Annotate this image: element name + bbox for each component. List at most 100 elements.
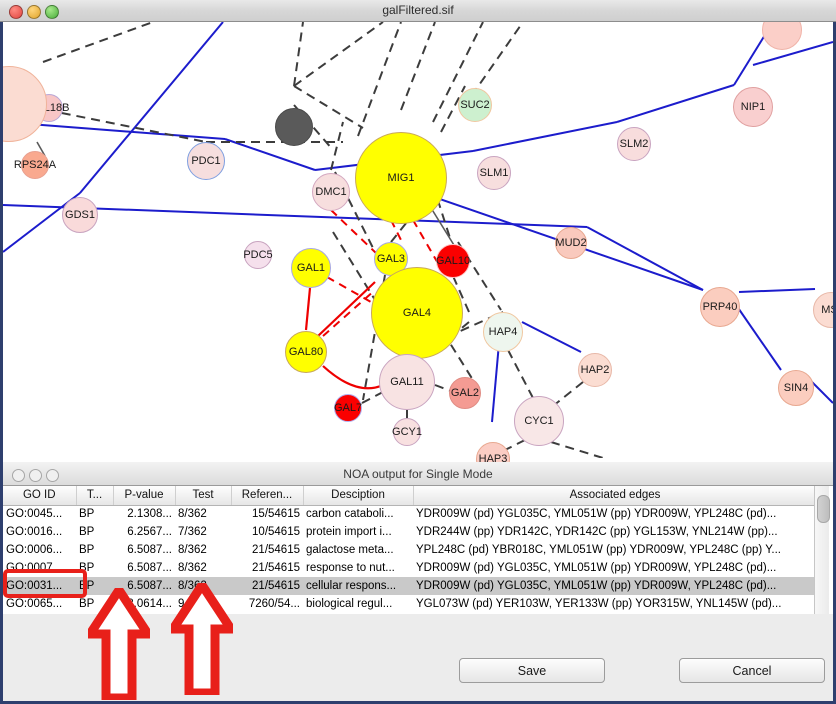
network-node-gray[interactable] <box>275 108 313 146</box>
network-node-sin4[interactable]: SIN4 <box>778 370 814 406</box>
noa-close-button[interactable] <box>12 469 25 482</box>
node-label: SIN4 <box>783 382 809 394</box>
table-row[interactable]: GO:0006... BP 6.5087... 8/362 21/54615 galact… <box>3 541 817 559</box>
network-node-gcy1[interactable]: GCY1 <box>392 418 422 446</box>
cell-edges: YFR034C (pd) YBR093C, YDR009W (pd) YGL03… <box>413 613 817 614</box>
cell-test: 8/362 <box>175 577 231 595</box>
column-header-reference[interactable]: Referen... <box>231 486 304 506</box>
table-row[interactable]: GO:0031...BP1.3324...12/362105/546...res… <box>3 613 817 614</box>
cell-description: cellular respons... <box>303 577 413 595</box>
network-node-gal7[interactable]: GAL7 <box>334 394 362 422</box>
cell-type: BP <box>76 577 113 595</box>
network-node-dmc1[interactable]: DMC1 <box>312 173 350 211</box>
column-header-p-value[interactable]: P-value <box>113 486 176 506</box>
cell-p-value: 6.5087... <box>113 577 175 595</box>
cell-test: 8/362 <box>178 562 207 574</box>
network-node-gal2[interactable]: GAL2 <box>449 377 481 409</box>
network-node-mud2[interactable]: MUD2 <box>555 227 587 259</box>
network-node-rps24a[interactable]: RPS24A <box>14 151 56 179</box>
column-header-description[interactable]: Desciption <box>303 486 414 506</box>
main-title-bar: galFiltered.sif <box>0 0 836 22</box>
save-button[interactable]: Save <box>459 658 605 683</box>
results-table-container[interactable]: GO ID T... P-value Test Referen... Desci… <box>3 486 833 614</box>
cell-type: BP <box>79 544 95 556</box>
noa-maximize-button[interactable] <box>46 469 59 482</box>
table-vertical-scrollbar[interactable] <box>814 486 830 614</box>
node-label: SLM1 <box>479 167 509 179</box>
column-header-test[interactable]: Test <box>175 486 232 506</box>
cancel-button[interactable]: Cancel <box>679 658 825 683</box>
node-label: GAL1 <box>296 262 326 274</box>
noa-title-bar: NOA output for Single Mode <box>3 462 833 486</box>
network-node-gal80[interactable]: GAL80 <box>285 331 327 373</box>
network-node-cyc1[interactable]: CYC1 <box>514 396 564 446</box>
cell-p-value: 2.1308... <box>127 508 172 521</box>
cell-p-value: 6.2567... <box>127 526 172 538</box>
network-node-slm1[interactable]: SLM1 <box>477 156 511 190</box>
cell-description: response to nut... <box>303 613 413 614</box>
node-label: DMC1 <box>315 186 347 198</box>
scrollbar-thumb[interactable] <box>817 495 830 523</box>
node-label: SLM2 <box>619 138 649 150</box>
node-label: HAP3 <box>478 453 508 462</box>
network-node-gal4[interactable]: GAL4 <box>371 267 463 359</box>
cell-description: biological regul... <box>306 598 393 610</box>
network-node-pdc1[interactable]: PDC1 <box>187 142 225 180</box>
noa-panel-title: NOA output for Single Mode <box>343 467 493 481</box>
column-header-associated-edges[interactable]: Associated edges <box>413 486 818 506</box>
cell-type: BP <box>79 526 95 538</box>
network-node-mig1[interactable]: MIG1 <box>355 132 447 224</box>
cell-go-id: GO:0016... <box>6 526 63 538</box>
node-label: GAL3 <box>376 253 406 265</box>
table-row[interactable]: GO:0045... BP 2.1308... 8/362 15/54615 carbon… <box>3 505 817 523</box>
network-node-hap2[interactable]: HAP2 <box>578 353 612 387</box>
column-header-go-id[interactable]: GO ID <box>3 486 77 506</box>
node-label: MUD2 <box>555 237 587 249</box>
network-node-gds1[interactable]: GDS1 <box>62 197 98 233</box>
cell-edges: YDR009W (pd) YGL035C, YML051W (pp) YDR00… <box>413 577 817 595</box>
cell-go-id: GO:0045... <box>6 508 63 521</box>
results-table: GO ID T... P-value Test Referen... Desci… <box>3 486 818 614</box>
cell-edges: YDR009W (pd) YGL035C, YML051W (pp) YDR00… <box>416 562 777 574</box>
network-node-suc2[interactable]: SUC2 <box>458 88 492 122</box>
node-label: GAL10 <box>435 255 471 267</box>
network-node-nip1[interactable]: NIP1 <box>733 87 773 127</box>
cell-edges: YPL248C (pd) YBR018C, YML051W (pp) YDR00… <box>416 544 782 556</box>
network-node-gal1[interactable]: GAL1 <box>291 248 331 288</box>
column-header-type[interactable]: T... <box>76 486 114 506</box>
table-row[interactable]: GO:0016... BP 6.2567... 7/362 10/54615 protei… <box>3 523 817 541</box>
close-button[interactable] <box>9 5 23 19</box>
window-title: galFiltered.sif <box>382 3 454 17</box>
cell-type: BP <box>76 613 113 614</box>
cell-description: carbon cataboli... <box>306 508 394 521</box>
table-row[interactable]: GO:0065... BP 8.0614... 94/362 7260/54... bio… <box>3 595 817 613</box>
noa-minimize-button[interactable] <box>29 469 42 482</box>
cell-p-value: 6.5087... <box>127 544 172 556</box>
table-row[interactable]: GO:0007... BP 6.5087... 8/362 21/54615 respon… <box>3 559 817 577</box>
network-node-hap4[interactable]: HAP4 <box>483 312 523 352</box>
network-node-slm2[interactable]: SLM2 <box>617 127 651 161</box>
cell-reference: 7260/54... <box>248 598 300 610</box>
node-label: GAL80 <box>288 346 324 358</box>
network-canvas[interactable]: RPL18B RPS24A GDS1 PDC1 PDC5 DMC1 MIG1 SUC2 SLM1… <box>0 22 836 462</box>
node-label: GAL4 <box>402 307 432 319</box>
minimize-button[interactable] <box>27 5 41 19</box>
network-node-gal11[interactable]: GAL11 <box>379 354 435 410</box>
cell-test: 8/362 <box>178 508 207 521</box>
maximize-button[interactable] <box>45 5 59 19</box>
cell-go-id: GO:0006... <box>6 544 63 556</box>
cell-go-id: GO:0065... <box>6 598 63 610</box>
cell-edges: YGL073W (pd) YER103W, YER133W (pp) YOR31… <box>416 598 782 610</box>
network-node-pdc5[interactable]: PDC5 <box>243 241 273 269</box>
node-label: PDC5 <box>243 249 273 261</box>
cell-reference: 21/54615 <box>252 562 300 574</box>
cell-type: BP <box>79 562 95 574</box>
cell-go-id: GO:0007... <box>6 562 63 574</box>
node-label: GAL7 <box>333 402 363 414</box>
network-node-prp40[interactable]: PRP40 <box>700 287 740 327</box>
table-row[interactable]: GO:0031... BP 6.5087... 8/362 21/54615 cellul… <box>3 577 817 595</box>
node-label: PRP40 <box>702 301 738 313</box>
node-label: NIP1 <box>740 101 766 113</box>
node-label: MIG1 <box>387 172 415 184</box>
